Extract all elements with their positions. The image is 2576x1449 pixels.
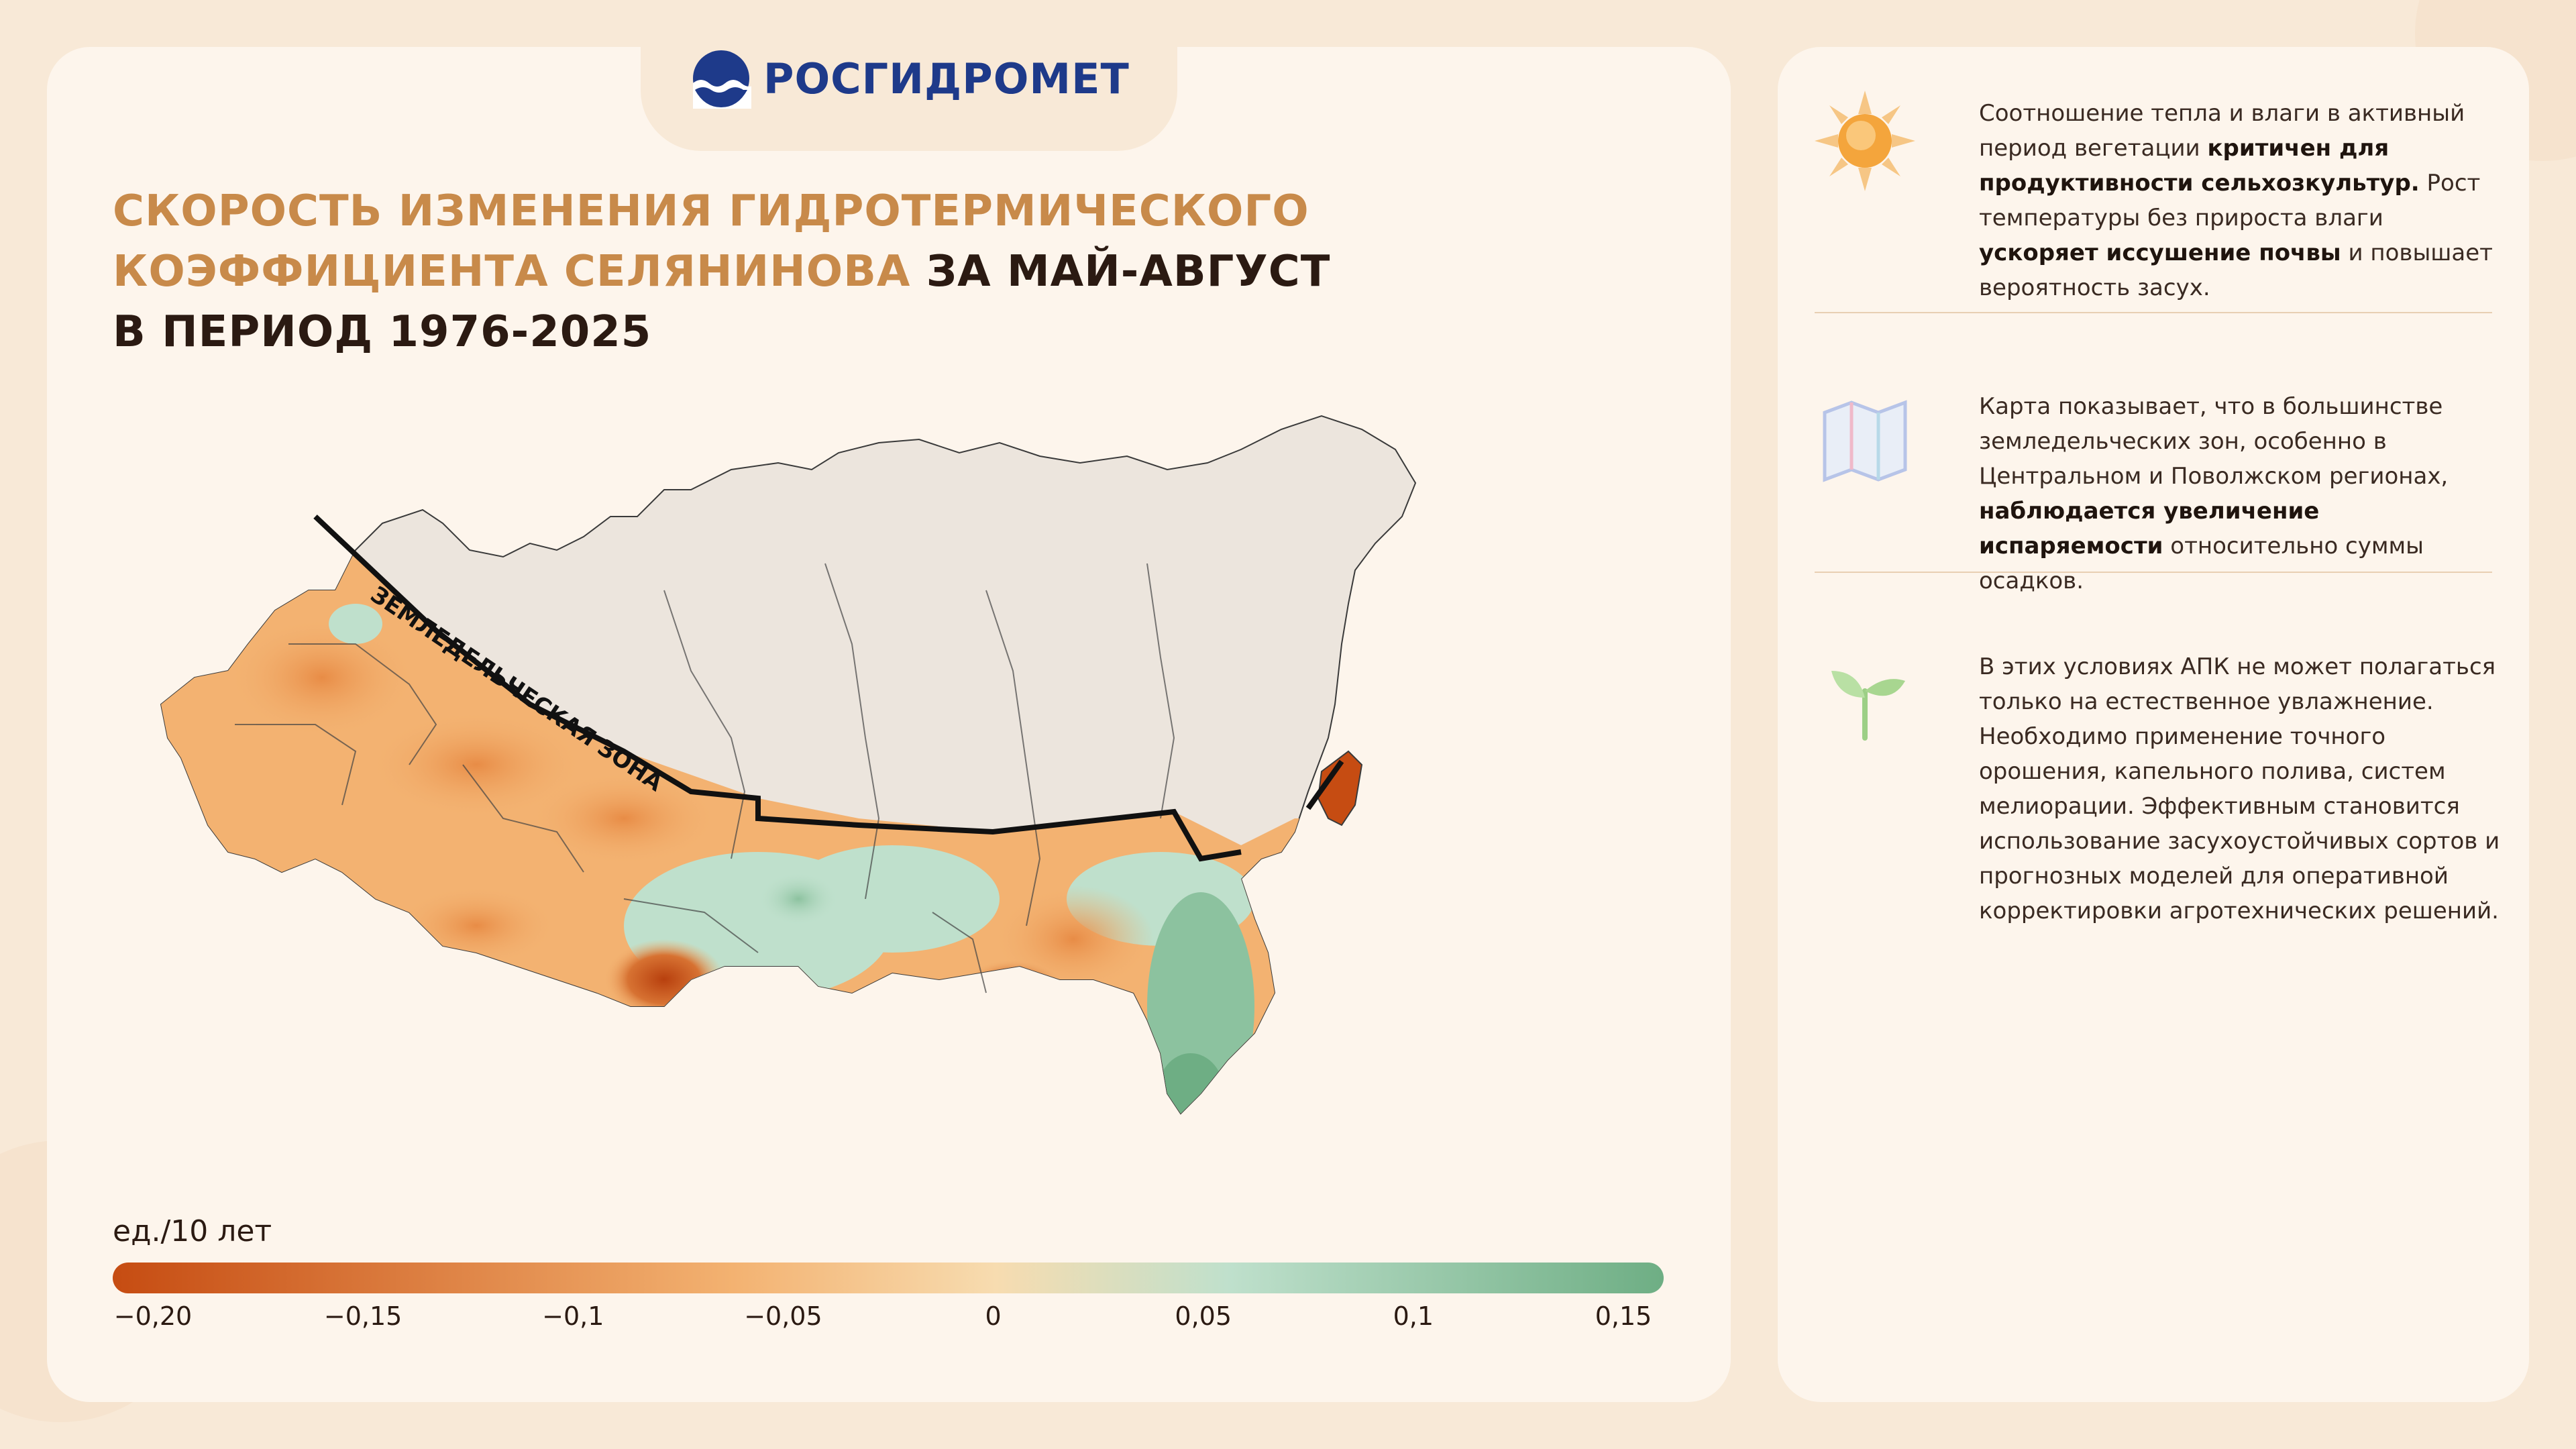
info-text-segment: Карта показывает, что в большинстве земл…	[1979, 393, 2449, 490]
legend-tick-label: 0,05	[1175, 1301, 1232, 1331]
info-text-emphasis: наблюдается увеличение испаряемости	[1979, 498, 2320, 559]
kamchatka-region	[1317, 750, 1363, 826]
divider	[1815, 572, 2492, 573]
russia-map: ЗЕМЛЕДЕЛЬЧЕСКАЯ ЗОНА	[154, 389, 1664, 1194]
legend-tick-label: 0,1	[1393, 1301, 1434, 1331]
kamchatka-zone-boundary	[1305, 759, 1344, 810]
legend-tick-label: −0,15	[323, 1301, 402, 1331]
agricultural-zone-boundary	[313, 515, 1242, 862]
sprout-icon	[1811, 637, 1919, 745]
divider	[1815, 312, 2492, 313]
info-panel	[1778, 47, 2529, 1402]
legend-tick-label: −0,05	[744, 1301, 822, 1331]
info-text-map: Карта показывает, что в большинстве земл…	[1979, 389, 2502, 598]
legend-tick-label: 0,15	[1595, 1301, 1652, 1331]
legend-color-scale	[113, 1263, 1664, 1293]
title-rest: ЗА МАЙ-АВГУСТ	[910, 247, 1331, 297]
rosgidromet-emblem-icon	[693, 50, 751, 109]
brand-name: РОСГИДРОМЕТ	[763, 54, 1130, 103]
info-text-segment: и повышает вероятность засух.	[1979, 239, 2493, 301]
legend-tick-label: −0,1	[542, 1301, 604, 1331]
legend-tick-label: −0,20	[113, 1301, 193, 1331]
map-icon	[1811, 386, 1919, 493]
info-text-emphasis: критичен для продуктивности сельхозкульт…	[1979, 135, 2420, 197]
info-text-segment: Рост температуры без прироста влаги	[1979, 170, 2481, 231]
page-title: СКОРОСТЬ ИЗМЕНЕНИЯ ГИДРОТЕРМИЧЕСКОГО КОЭ…	[113, 181, 1656, 362]
info-text-segment: В этих условиях АПК не может полагаться …	[1979, 653, 2500, 924]
title-accent: СКОРОСТЬ ИЗМЕНЕНИЯ ГИДРОТЕРМИЧЕСКОГО КОЭ…	[113, 186, 1309, 297]
info-text-recommendations: В этих условиях АПК не может полагаться …	[1979, 649, 2502, 928]
info-text-emphasis: ускоряет иссушение почвы	[1979, 239, 2341, 266]
info-text-segment: Соотношение тепла и влаги в активный пер…	[1979, 100, 2465, 162]
sun-icon	[1811, 87, 1919, 195]
region-borders	[235, 563, 1175, 994]
brand-logo: РОСГИДРОМЕТ	[691, 48, 1130, 109]
russia-map-svg: ЗЕМЛЕДЕЛЬЧЕСКАЯ ЗОНА	[160, 415, 1417, 1115]
legend-tick-label: 0	[985, 1301, 1002, 1331]
legend-unit: ед./10 лет	[113, 1214, 272, 1248]
title-period: В ПЕРИОД 1976-2025	[113, 307, 652, 357]
info-text-climate: Соотношение тепла и влаги в активный пер…	[1979, 96, 2502, 305]
